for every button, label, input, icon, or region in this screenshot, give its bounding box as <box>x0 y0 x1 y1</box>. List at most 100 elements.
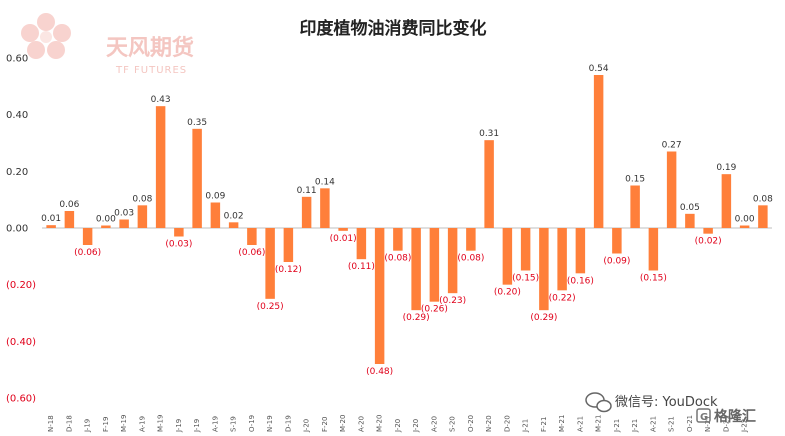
x-tick-label: A-20 <box>357 416 365 432</box>
data-label: (0.29) <box>530 313 557 323</box>
gelonghui-icon: G <box>696 408 711 423</box>
bar <box>666 151 677 228</box>
x-tick-label: S-21 <box>668 416 676 432</box>
x-tick-label: A-20 <box>430 416 438 432</box>
x-tick-label: J-19 <box>193 419 201 433</box>
data-label: 0.54 <box>589 64 609 74</box>
x-tick-label: F-21 <box>540 417 548 432</box>
flower-logo-icon <box>21 13 71 59</box>
bar <box>155 106 166 228</box>
bar <box>539 228 549 311</box>
x-tick-label: J-21 <box>613 419 621 433</box>
x-tick-label: J-19 <box>84 419 92 433</box>
x-tick-label: M-20 <box>339 415 347 432</box>
bar <box>338 228 348 231</box>
x-tick-label: M-19 <box>120 415 128 432</box>
bar <box>612 228 622 254</box>
data-label: (0.26) <box>421 305 448 315</box>
data-label: (0.15) <box>640 274 667 284</box>
data-label: 0.06 <box>59 200 79 210</box>
x-tick-label: A-21 <box>576 416 584 432</box>
bar <box>137 205 148 228</box>
x-tick-label: F-19 <box>102 417 110 432</box>
data-labels: 0.010.06(0.06)0.000.030.080.43(0.03)0.35… <box>41 64 773 377</box>
data-label: (0.03) <box>165 240 192 250</box>
bar <box>101 225 111 228</box>
x-tick-label: D-21 <box>722 415 730 432</box>
x-tick-label: S-20 <box>449 416 457 432</box>
x-tick-label: M-21 <box>595 415 603 432</box>
data-label: (0.15) <box>512 274 539 284</box>
x-tick-label: J-22 <box>741 419 749 433</box>
data-label: (0.06) <box>74 248 101 258</box>
bar <box>393 228 403 251</box>
data-label: 0.00 <box>735 215 755 225</box>
data-label: 0.15 <box>625 175 645 185</box>
data-label: 0.31 <box>479 129 499 139</box>
bar <box>265 228 275 299</box>
y-tick-label: 0.60 <box>6 54 28 65</box>
svg-text:G: G <box>700 412 708 423</box>
y-tick-label: 0.40 <box>6 110 28 121</box>
watermark-brand: 格隆汇 <box>714 408 756 425</box>
x-tick-label: J-19 <box>175 419 183 433</box>
bar <box>119 219 129 228</box>
y-tick-label: (0.40) <box>6 337 36 348</box>
x-tick-label: S-19 <box>230 416 238 432</box>
y-tick-label: 0.20 <box>6 167 28 178</box>
bar-series <box>46 75 768 364</box>
x-tick-label: D-20 <box>503 415 511 432</box>
x-tick-label: J-21 <box>522 419 530 433</box>
data-label: 0.01 <box>41 214 61 224</box>
data-label: 0.08 <box>132 194 152 204</box>
wechat-id: 微信号: YouDock <box>615 395 718 410</box>
bar <box>82 228 93 245</box>
y-axis: 0.60 0.40 0.20 0.00 (0.20) (0.40) (0.60) <box>6 54 36 405</box>
x-tick-label: J-21 <box>631 419 639 433</box>
data-label: 0.43 <box>151 95 171 105</box>
bar <box>739 225 750 228</box>
bar <box>575 228 586 274</box>
data-label: 0.03 <box>114 209 134 219</box>
bar <box>447 228 458 294</box>
y-tick-label: 0.00 <box>6 224 28 235</box>
logo: 天风期货 TF FUTURES <box>21 13 194 76</box>
bar <box>758 205 768 228</box>
data-label: (0.09) <box>603 257 630 267</box>
data-label: 0.19 <box>716 163 736 173</box>
bar <box>174 228 184 237</box>
y-tick-label: (0.20) <box>6 280 36 291</box>
bar <box>46 225 56 228</box>
x-tick-label: O-19 <box>248 415 256 432</box>
bar <box>411 228 421 311</box>
watermark: 微信号: YouDock G 格隆汇 <box>585 392 756 425</box>
data-label: 0.02 <box>224 211 244 221</box>
bar <box>283 228 294 262</box>
data-label: 0.08 <box>753 194 773 204</box>
x-tick-label: M-21 <box>558 415 566 432</box>
x-tick-label: O-20 <box>467 415 475 432</box>
data-label: (0.01) <box>330 234 357 244</box>
x-tick-label: A-19 <box>138 416 146 432</box>
data-label: (0.25) <box>257 302 284 312</box>
bar <box>502 228 513 285</box>
logo-name: 天风期货 <box>106 35 194 61</box>
bar <box>593 75 604 228</box>
chart-title: 印度植物油消费同比变化 <box>300 18 487 39</box>
x-tick-label: M-20 <box>376 415 384 432</box>
data-label: (0.02) <box>695 237 722 247</box>
data-label: (0.08) <box>457 254 484 264</box>
data-label: (0.29) <box>403 313 430 323</box>
bar <box>685 213 695 228</box>
data-label: 0.00 <box>96 215 116 225</box>
x-axis: N-18 D-18 J-19 F-19 M-19 A-19 M-19 J-19 J-19 A-19… <box>47 415 749 433</box>
x-tick-label: A-19 <box>211 416 219 432</box>
x-tick-label: J-20 <box>394 419 402 433</box>
data-label: 0.14 <box>315 177 335 187</box>
data-label: (0.22) <box>549 293 576 303</box>
bar <box>429 228 440 302</box>
data-label: 0.05 <box>680 203 700 213</box>
bar <box>520 228 531 271</box>
bar <box>247 228 257 245</box>
